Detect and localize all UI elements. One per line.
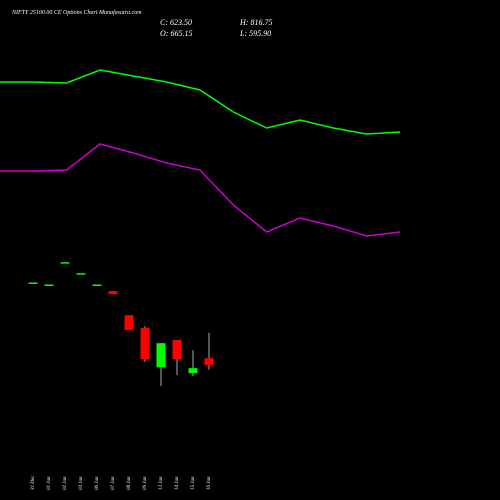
x-tick-label: 09 Jan [143, 476, 148, 490]
x-tick-label: 16 Jan [207, 476, 212, 490]
info-high: H: 816.75 [239, 18, 272, 27]
chart-title: NIFTY 25100.00 CE Options Chart Munafasu… [11, 9, 142, 16]
candle-body [60, 262, 70, 264]
x-tick-label: 31 Dec [31, 475, 36, 490]
info-low: L: 595.90 [239, 29, 271, 38]
x-tick-label: 14 Jan [175, 476, 180, 490]
candle-body [140, 328, 150, 360]
candle-body [108, 291, 118, 295]
candle-body [76, 273, 86, 275]
x-tick-label: 02 Jan [63, 476, 68, 490]
x-tick-label: 15 Jan [191, 476, 196, 490]
x-tick-label: 08 Jan [127, 476, 132, 490]
candle-body [204, 358, 214, 366]
info-open: O: 665.15 [160, 29, 192, 38]
candle-body [124, 315, 134, 331]
candle-body [44, 284, 54, 286]
candle-body [188, 368, 198, 374]
candle-body [172, 340, 182, 360]
candle-body [28, 282, 38, 284]
info-close: C: 623.50 [160, 18, 192, 27]
indicator-line [0, 143, 401, 237]
x-tick-label: 03 Jan [79, 476, 84, 490]
x-tick-label: 06 Jan [95, 476, 100, 490]
x-tick-label: 07 Jan [111, 476, 116, 490]
x-tick-label: 13 Jan [159, 476, 164, 490]
candle-body [92, 284, 102, 286]
x-tick-label: 01 Jan [47, 476, 52, 490]
indicator-line [0, 69, 401, 135]
candle-body [156, 343, 166, 368]
